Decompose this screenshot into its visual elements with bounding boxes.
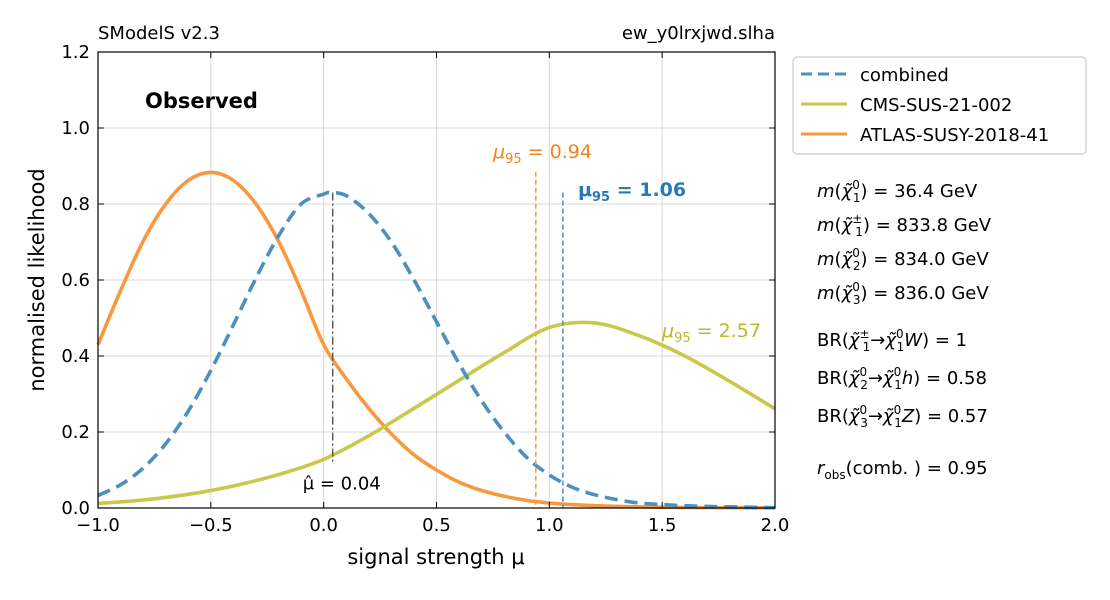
legend-label-atlas: ATLAS-SUSY-2018-41 bbox=[860, 125, 1049, 146]
y-axis-label: normalised likelihood bbox=[25, 168, 49, 391]
axis-ticks: −1.0 −0.5 0.0 0.5 1.0 1.5 2.0 0.0 0.2 0.4 0.6 0.8 1.… bbox=[61, 42, 789, 536]
header-left: SModelS v2.3 bbox=[98, 23, 220, 44]
legend-box bbox=[792, 56, 1087, 155]
x-axis-label: signal strength μ bbox=[347, 545, 524, 569]
y-tick-label: 0.2 bbox=[61, 422, 90, 443]
combined-curve bbox=[97, 190, 776, 510]
r-obs-line: robs(comb. ) = 0.95 bbox=[817, 458, 988, 482]
mu95-cms-label: μ95 = 2.57 bbox=[661, 320, 761, 346]
header-right: ew_y0lrxjwd.slha bbox=[622, 23, 775, 44]
mu95-combined-label: μ95 = 1.06 bbox=[578, 179, 686, 205]
y-tick-label: 1.0 bbox=[61, 118, 90, 139]
x-tick-label: 1.5 bbox=[648, 515, 677, 536]
x-tick-label: 0.5 bbox=[422, 515, 451, 536]
branching-line: BR(χ̃0 2→χ̃0 1h) = 0.58 bbox=[817, 365, 987, 392]
y-tick-label: 0.0 bbox=[61, 498, 90, 519]
branching-line: BR(χ̃0 3→χ̃0 1Z) = 0.57 bbox=[817, 403, 988, 430]
x-tick-label: 1.0 bbox=[535, 515, 564, 536]
x-tick-label: −1.0 bbox=[76, 515, 120, 536]
plot-title: Observed bbox=[145, 89, 258, 113]
y-tick-label: 1.2 bbox=[61, 42, 90, 63]
mu95-atlas-label: μ95 = 0.94 bbox=[492, 141, 592, 167]
y-tick-label: 0.8 bbox=[61, 194, 90, 215]
legend: combined CMS-SUS-21-002 ATLAS-SUSY-2018-… bbox=[792, 56, 1087, 155]
y-tick-label: 0.6 bbox=[61, 270, 90, 291]
cms-sus-21-002-curve bbox=[97, 320, 776, 506]
x-tick-label: 2.0 bbox=[761, 515, 790, 536]
mass-line: m(χ̃0 1) = 36.4 GeV bbox=[817, 178, 978, 205]
legend-label-cms: CMS-SUS-21-002 bbox=[860, 95, 1012, 116]
mass-line: m(χ̃0 2) = 834.0 GeV bbox=[817, 246, 989, 273]
mass-line: m(χ̃0 3) = 836.0 GeV bbox=[817, 280, 989, 307]
annotations: μ̂ = 0.04 μ95 = 0.94 μ95 = 1.06 μ95 = 2.57 bbox=[303, 141, 761, 508]
info-panel: m(χ̃0 1) = 36.4 GeV m(χ̃± 1) = 833.8 GeV m(χ… bbox=[817, 178, 992, 482]
mass-line: m(χ̃± 1) = 833.8 GeV bbox=[817, 212, 992, 239]
mu-hat-label: μ̂ = 0.04 bbox=[303, 473, 381, 494]
x-tick-label: 0.0 bbox=[309, 515, 338, 536]
branching-line: BR(χ̃± 1→χ̃0 1W) = 1 bbox=[817, 327, 967, 354]
y-tick-label: 0.4 bbox=[61, 346, 90, 367]
legend-label-combined: combined bbox=[860, 65, 949, 86]
x-tick-label: −0.5 bbox=[189, 515, 233, 536]
grid bbox=[98, 52, 775, 508]
